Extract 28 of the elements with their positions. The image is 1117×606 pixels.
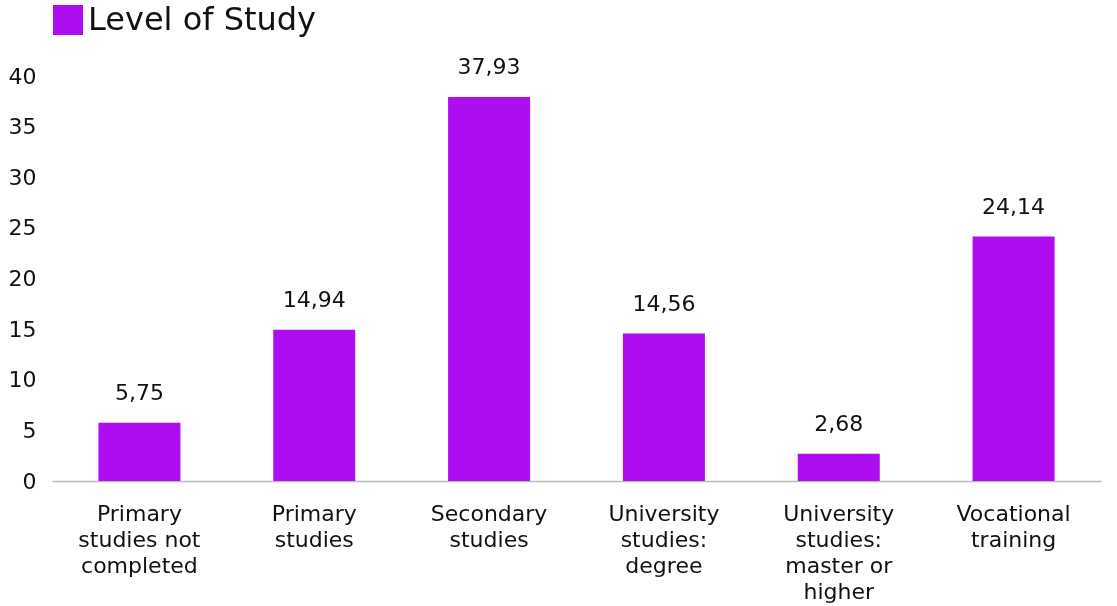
x-tick-label: Secondary studies: [430, 500, 548, 552]
text: 14,56: [632, 290, 696, 316]
x-tick-label: University studies: master or higher: [783, 500, 895, 604]
x-tick-label: Primary studies not completed: [78, 500, 201, 578]
x-tick-label: University studies: degree: [608, 500, 720, 578]
y-tick-label: 0: [22, 468, 37, 494]
bar: [972, 236, 1055, 481]
legend-label: Level of Study: [88, 0, 317, 38]
x-tick-label: Vocational training: [956, 500, 1071, 552]
text: 14,94: [282, 286, 346, 312]
text: 5,75: [114, 379, 164, 405]
text: 24,14: [982, 193, 1046, 219]
bar: [622, 333, 705, 481]
y-tick-label: 25: [8, 215, 37, 241]
x-tick-label: Primary studies: [271, 500, 357, 552]
bar: [797, 453, 880, 481]
y-tick-label: 5: [22, 417, 37, 443]
y-tick-label: 20: [8, 266, 37, 291]
y-tick-label: 30: [8, 164, 37, 190]
y-tick-label: 10: [8, 367, 37, 393]
y-tick-label: 15: [8, 316, 37, 342]
text: 2,68: [814, 410, 864, 436]
text: 37,93: [457, 53, 521, 79]
bar: [273, 329, 356, 481]
bar: [448, 96, 531, 481]
y-tick-label: 35: [8, 114, 37, 140]
y-tick-label: 40: [8, 63, 37, 89]
bar: [98, 422, 181, 481]
